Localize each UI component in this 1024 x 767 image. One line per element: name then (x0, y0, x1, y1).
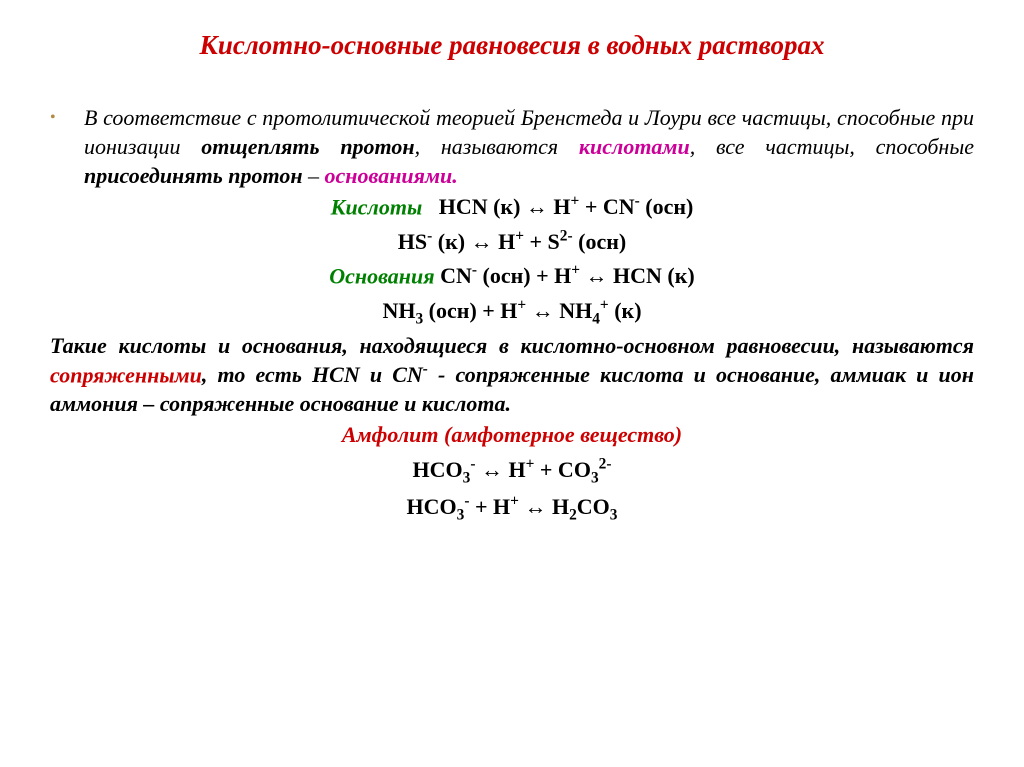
equation-2: HS- (к) ↔ H+ + S2- (осн) (50, 225, 974, 259)
equation-3: Основания CN- (осн) + H+ ↔ HCN (к) (50, 259, 974, 293)
eq1-text: HCN (к) ↔ H+ + CN- (осн) (439, 194, 694, 219)
intro-block: • В соответствие с протолитической теори… (50, 103, 974, 190)
middle-paragraph: Такие кислоты и основания, находящиеся в… (50, 331, 974, 418)
bases-label: Основания (329, 263, 434, 288)
intro-bold2: присоединять протон (84, 163, 303, 188)
mid-p1a: Такие кислоты и основания, находящиеся в… (50, 333, 974, 358)
intro-bold1: отщеплять протон (201, 134, 414, 159)
eq2-text: HS- (к) ↔ H+ + S2- (осн) (398, 229, 626, 254)
equation-6: HCO3- + H+ ↔ H2CO3 (50, 490, 974, 528)
eq3-text: CN- (осн) + H+ ↔ HCN (к) (440, 263, 695, 288)
ampholyte-heading: Амфолит (амфотерное вещество) (50, 418, 974, 452)
intro-base: основаниями. (325, 163, 458, 188)
intro-mid2: , все частицы, способные (690, 134, 974, 159)
mid-conj: сопряженными (50, 362, 202, 387)
intro-mid3: – (303, 163, 325, 188)
equation-1: Кислоты HCN (к) ↔ H+ + CN- (осн) (50, 190, 974, 224)
intro-mid1: , называются (415, 134, 579, 159)
slide: Кислотно-основные равновесия в водных ра… (0, 0, 1024, 767)
intro-paragraph: В соответствие с протолитической теорией… (84, 103, 974, 190)
intro-acid: кислотами (579, 134, 690, 159)
ampholyte-label: Амфолит (амфотерное вещество) (342, 422, 682, 447)
eq6-text: HCO3- + H+ ↔ H2CO3 (407, 494, 618, 519)
eq5-text: HCO3- ↔ H+ + CO32- (413, 457, 612, 482)
slide-title: Кислотно-основные равновесия в водных ра… (50, 30, 974, 61)
equation-5: HCO3- ↔ H+ + CO32- (50, 452, 974, 490)
acids-label: Кислоты (331, 194, 423, 219)
eq4-text: NH3 (осн) + H+ ↔ NH4+ (к) (382, 298, 641, 323)
equation-4: NH3 (осн) + H+ ↔ NH4+ (к) (50, 293, 974, 331)
bullet-icon: • (50, 103, 84, 133)
